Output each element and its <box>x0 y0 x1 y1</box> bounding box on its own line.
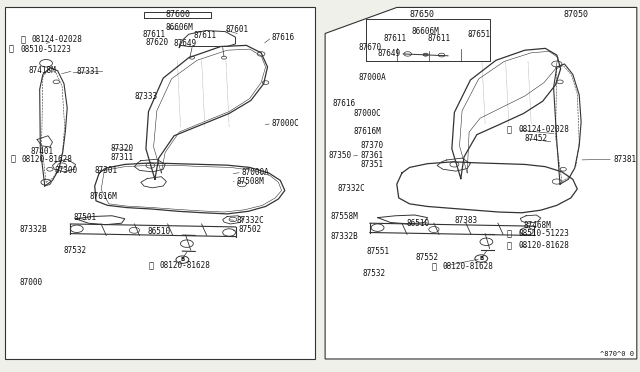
Text: 87552: 87552 <box>416 253 439 262</box>
Text: B: B <box>180 257 184 262</box>
Text: 87332C: 87332C <box>237 216 264 225</box>
Text: 87651: 87651 <box>467 30 490 39</box>
Text: Ⓑ: Ⓑ <box>507 241 512 250</box>
Text: ^870^0 0: ^870^0 0 <box>600 351 634 357</box>
Text: 87333: 87333 <box>134 92 157 101</box>
Text: 87650: 87650 <box>410 10 435 19</box>
Text: 87501: 87501 <box>74 213 97 222</box>
Text: 87508M: 87508M <box>237 177 264 186</box>
Text: 86510: 86510 <box>147 227 170 236</box>
Text: 86510: 86510 <box>406 219 429 228</box>
Text: 08120-81628: 08120-81628 <box>160 262 211 270</box>
Text: 08510-51223: 08510-51223 <box>518 229 569 238</box>
Text: 87551: 87551 <box>366 247 389 256</box>
Text: 87311: 87311 <box>110 153 133 162</box>
Text: 87050: 87050 <box>563 10 589 19</box>
Text: 87601: 87601 <box>225 25 248 34</box>
Text: 87381: 87381 <box>613 155 636 164</box>
Text: 87452: 87452 <box>525 134 548 143</box>
Text: 87331: 87331 <box>77 67 100 76</box>
Text: 87000: 87000 <box>19 278 42 287</box>
Circle shape <box>423 53 428 56</box>
Text: 87000C: 87000C <box>272 119 300 128</box>
Text: 87332B: 87332B <box>331 232 358 241</box>
Text: Ⓢ: Ⓢ <box>507 229 512 238</box>
Text: Ⓑ: Ⓑ <box>10 155 15 164</box>
Text: Ⓢ: Ⓢ <box>9 45 14 54</box>
Text: 87401: 87401 <box>31 147 54 155</box>
Text: 87611: 87611 <box>194 31 217 40</box>
Text: Ⓑ: Ⓑ <box>507 125 512 134</box>
Text: 87649: 87649 <box>173 39 196 48</box>
Text: 87558M: 87558M <box>330 212 358 221</box>
Text: 87301: 87301 <box>95 166 118 174</box>
Text: 87611: 87611 <box>384 34 407 43</box>
Text: 08124-02028: 08124-02028 <box>518 125 569 134</box>
Text: 87000A: 87000A <box>358 73 386 82</box>
Text: Ⓑ: Ⓑ <box>20 35 26 44</box>
Text: 08510-51223: 08510-51223 <box>20 45 71 54</box>
Text: 86606M: 86606M <box>412 27 439 36</box>
Text: 87332C: 87332C <box>337 184 365 193</box>
Text: 87361: 87361 <box>360 151 383 160</box>
Polygon shape <box>5 7 315 359</box>
Text: 87616M: 87616M <box>353 127 381 136</box>
Text: 87649: 87649 <box>378 49 401 58</box>
Text: 87616M: 87616M <box>90 192 117 201</box>
Text: 87332B: 87332B <box>19 225 47 234</box>
Text: 87300: 87300 <box>54 166 77 174</box>
Text: 87383: 87383 <box>454 216 477 225</box>
Text: Ⓑ: Ⓑ <box>148 262 154 270</box>
Text: 87502: 87502 <box>238 225 261 234</box>
Text: 87611: 87611 <box>428 34 451 43</box>
Text: 87532: 87532 <box>363 269 386 278</box>
Text: B: B <box>479 256 483 261</box>
Text: 87616: 87616 <box>333 99 356 108</box>
Text: Ⓑ: Ⓑ <box>431 262 436 271</box>
Polygon shape <box>325 7 637 359</box>
Text: 87351: 87351 <box>360 160 383 169</box>
Text: 87350: 87350 <box>329 151 352 160</box>
Text: 08120-81628: 08120-81628 <box>518 241 569 250</box>
Text: 87670: 87670 <box>358 43 381 52</box>
Text: 08120-81628: 08120-81628 <box>22 155 72 164</box>
Text: 87468M: 87468M <box>524 221 551 230</box>
Text: 08124-02028: 08124-02028 <box>32 35 83 44</box>
Text: 87616: 87616 <box>272 33 295 42</box>
Text: 86606M: 86606M <box>165 23 193 32</box>
Text: 87418M: 87418M <box>29 66 56 75</box>
Text: 87320: 87320 <box>110 144 133 153</box>
Text: 08120-81628: 08120-81628 <box>443 262 493 271</box>
Text: 87370: 87370 <box>360 141 383 150</box>
Text: 87600: 87600 <box>165 10 190 19</box>
Text: 87532: 87532 <box>64 246 87 255</box>
Text: 87000A: 87000A <box>242 168 269 177</box>
Text: 87620: 87620 <box>146 38 169 46</box>
Text: 87611: 87611 <box>142 31 165 39</box>
Text: 87000C: 87000C <box>354 109 381 118</box>
